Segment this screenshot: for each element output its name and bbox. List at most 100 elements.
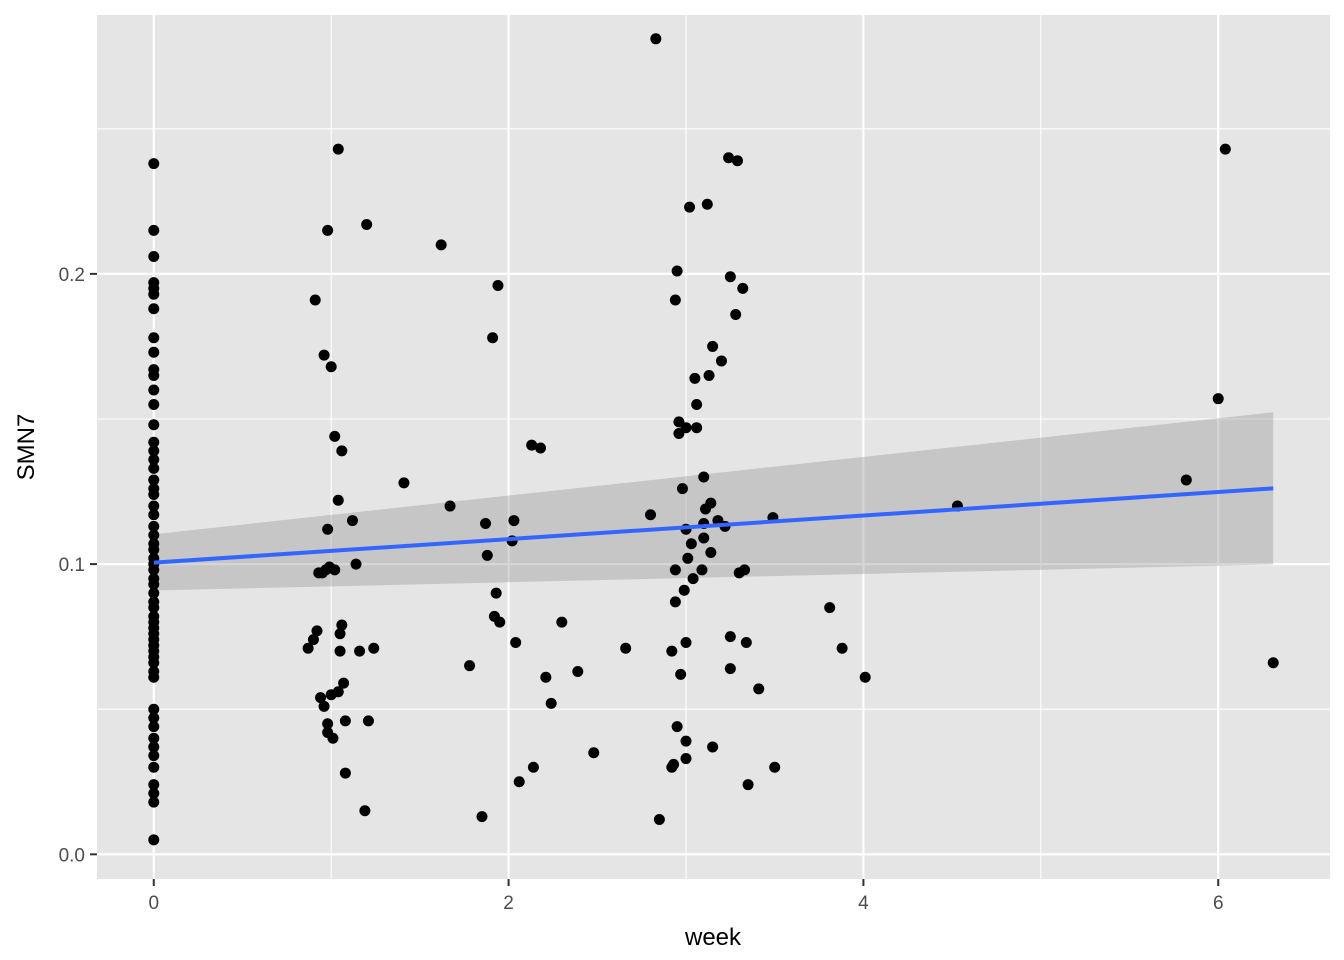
data-point <box>739 564 751 576</box>
data-point <box>148 462 160 474</box>
data-point <box>148 578 160 590</box>
data-point <box>148 398 160 410</box>
data-point <box>680 735 692 747</box>
data-point <box>361 219 373 231</box>
data-point <box>510 636 522 648</box>
data-point <box>339 715 351 727</box>
data-point <box>329 564 341 576</box>
y-axis-title: SMN7 <box>13 414 40 481</box>
data-point <box>680 636 692 648</box>
data-point <box>824 602 836 614</box>
data-point <box>1219 143 1231 155</box>
data-point <box>691 398 703 410</box>
data-point <box>698 532 710 544</box>
data-point <box>588 747 600 759</box>
data-point <box>148 671 160 683</box>
data-point <box>769 761 781 773</box>
data-point <box>705 497 717 509</box>
data-point <box>148 224 160 236</box>
data-point <box>148 602 160 614</box>
data-point <box>671 265 683 277</box>
data-point <box>705 546 717 558</box>
data-point <box>398 477 410 489</box>
data-point <box>724 631 736 643</box>
minor-grid <box>97 15 1330 879</box>
data-point <box>731 155 743 167</box>
data-point <box>148 303 160 315</box>
data-point <box>645 509 657 521</box>
data-point <box>572 665 584 677</box>
data-point <box>464 660 476 672</box>
data-point <box>742 779 754 791</box>
data-point <box>148 419 160 431</box>
data-point <box>148 564 160 576</box>
data-point <box>334 645 346 657</box>
data-point <box>148 750 160 762</box>
data-point <box>508 515 520 527</box>
data-point <box>703 369 715 381</box>
data-point <box>696 564 708 576</box>
data-point <box>148 732 160 744</box>
data-point <box>1212 393 1224 405</box>
data-point <box>556 616 568 628</box>
data-point <box>723 152 735 164</box>
data-point <box>362 715 374 727</box>
data-point <box>148 384 160 396</box>
data-point <box>680 753 692 765</box>
data-point <box>480 517 492 529</box>
data-point <box>724 663 736 675</box>
data-point <box>148 509 160 521</box>
data-point <box>148 454 160 466</box>
data-point <box>346 515 358 527</box>
data-point <box>527 761 539 773</box>
data-point <box>540 671 552 683</box>
data-point <box>359 805 371 817</box>
data-point <box>650 33 662 45</box>
data-point <box>526 439 538 451</box>
data-point <box>315 692 327 704</box>
data-point <box>148 796 160 808</box>
data-point <box>322 523 334 535</box>
data-point <box>148 703 160 715</box>
data-point <box>148 834 160 846</box>
data-point <box>836 642 848 654</box>
data-point <box>737 282 749 294</box>
data-point <box>481 549 493 561</box>
data-point <box>148 288 160 300</box>
data-point <box>724 271 736 283</box>
data-point <box>513 776 525 788</box>
data-point <box>492 279 504 291</box>
y-tick-label: 0.2 <box>59 265 85 286</box>
data-point <box>148 250 160 262</box>
y-tick-label: 0.1 <box>59 555 85 576</box>
data-point <box>687 573 699 585</box>
data-point <box>148 500 160 512</box>
data-point <box>676 483 688 495</box>
data-point <box>332 494 344 506</box>
x-axis-title: week <box>684 924 742 951</box>
data-point <box>325 361 337 373</box>
data-point <box>332 143 344 155</box>
data-point <box>707 741 719 753</box>
data-point <box>148 587 160 599</box>
data-point <box>682 552 694 564</box>
data-point <box>350 558 362 570</box>
data-point <box>329 430 341 442</box>
x-tick-label: 4 <box>858 893 869 914</box>
data-point <box>678 584 690 596</box>
fit-line <box>153 486 1274 565</box>
data-point <box>148 721 160 733</box>
data-point <box>311 625 323 637</box>
data-point <box>318 700 330 712</box>
data-point <box>669 294 681 306</box>
x-tick-label: 6 <box>1213 893 1224 914</box>
data-point <box>698 471 710 483</box>
data-point <box>309 294 321 306</box>
data-point <box>332 686 344 698</box>
data-point <box>148 436 160 448</box>
plot-panel <box>97 15 1330 879</box>
data-point <box>675 668 687 680</box>
data-point <box>148 158 160 170</box>
data-point <box>545 697 557 709</box>
data-point <box>680 422 692 434</box>
